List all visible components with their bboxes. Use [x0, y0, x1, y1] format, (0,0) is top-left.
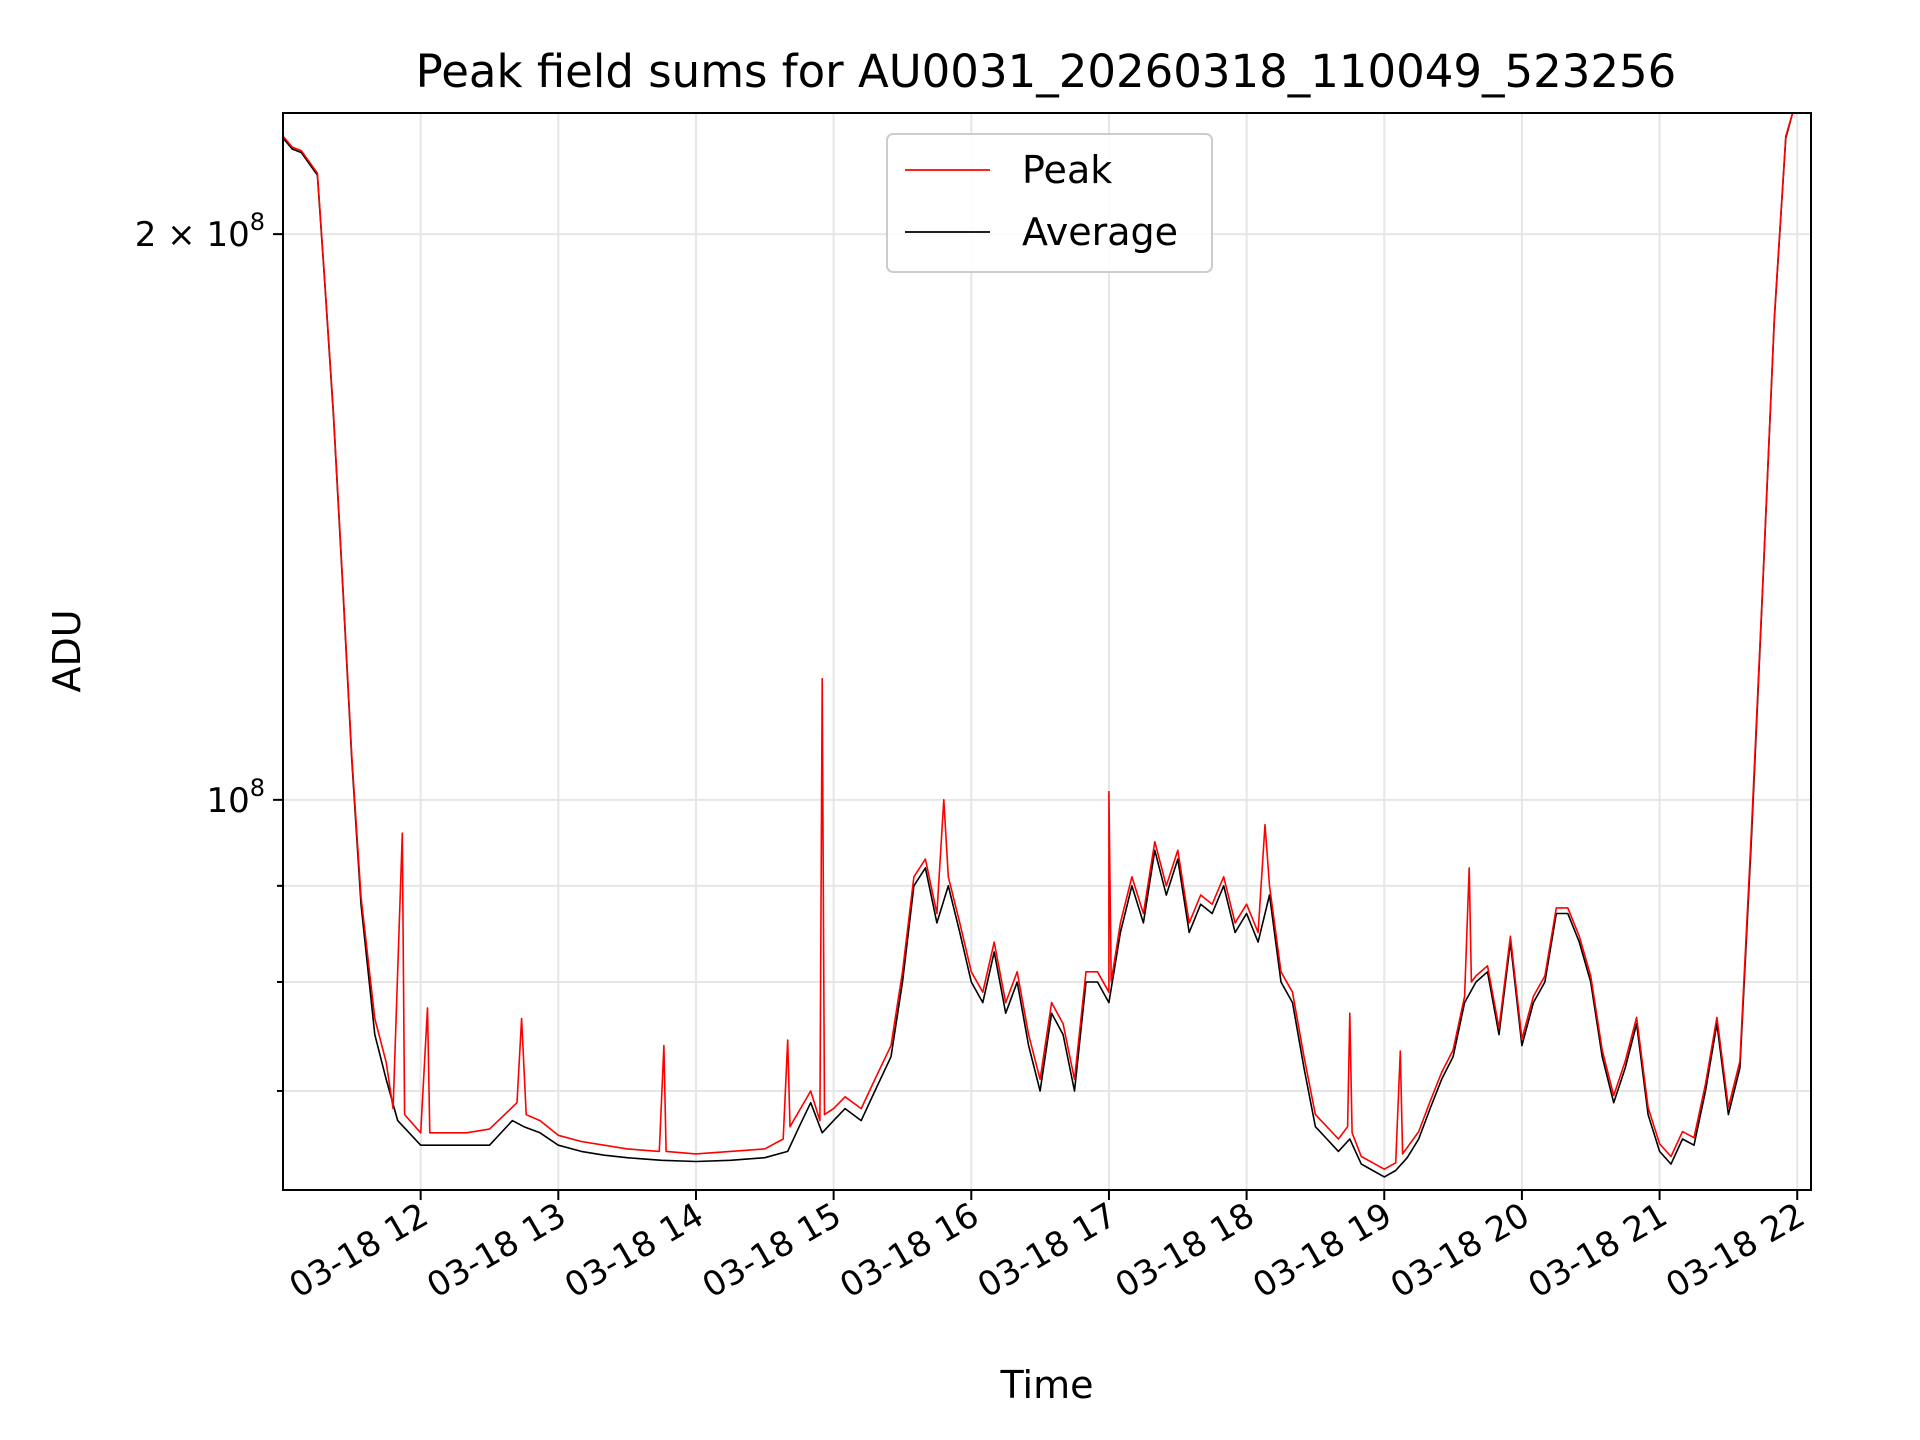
grid-lines: [283, 113, 1811, 1190]
legend-box: [886, 133, 1213, 273]
legend-label-peak: Peak: [1022, 148, 1112, 192]
legend-label-average: Average: [1022, 210, 1178, 254]
x-axis-label: Time: [1000, 1363, 1094, 1407]
chart-title: Peak field sums for AU0031_20260318_1100…: [416, 45, 1677, 98]
series-line-peak: [283, 113, 1794, 1170]
y-axis: 108 2 × 108: [135, 208, 283, 1092]
series-line-average: [283, 113, 1794, 1178]
y-tick-label: 108: [206, 774, 265, 821]
series-layer: [283, 113, 1794, 1178]
y-axis-label: ADU: [45, 609, 89, 692]
plot-frame: [282, 112, 1812, 1191]
y-tick-label: 2 × 108: [135, 208, 265, 255]
legend: Peak Average: [886, 133, 1213, 273]
